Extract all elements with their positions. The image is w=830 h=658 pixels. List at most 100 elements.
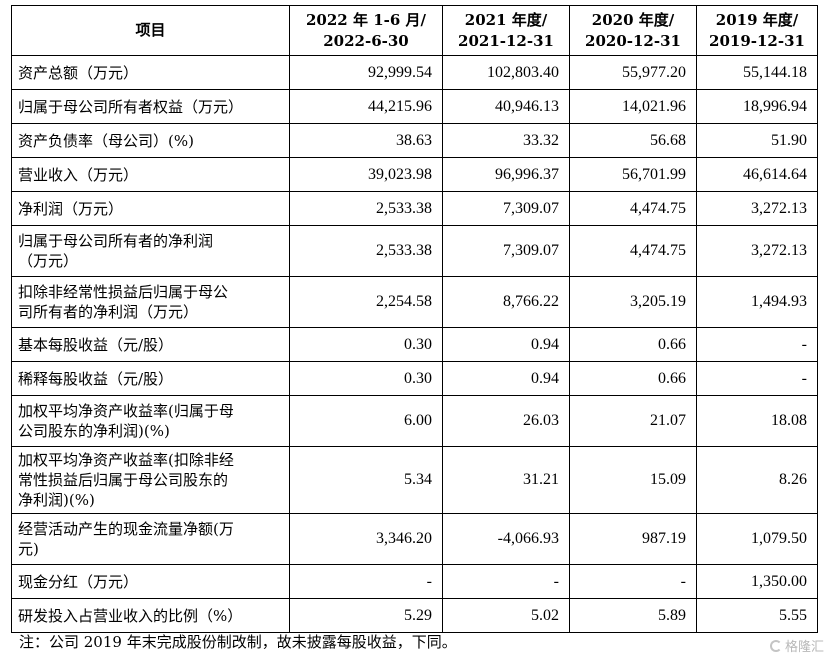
row-label-line: 经营活动产生的现金流量净额(万 bbox=[18, 520, 234, 538]
header-period-date: 2022-6-30 bbox=[323, 31, 409, 50]
row-label-line: 加权平均净资产收益率(扣除非经 bbox=[18, 451, 234, 469]
header-period-label: 2020 年度/ bbox=[591, 10, 675, 29]
row-label-line: 资产负债率（母公司）(%) bbox=[18, 131, 194, 150]
table-row: 研发投入占营业收入的比例（%） 5.29 5.02 5.89 5.55 bbox=[11, 598, 818, 633]
cell-value: 987.19 bbox=[569, 513, 697, 565]
cell-value: - bbox=[696, 361, 818, 396]
cell-value: 31.21 bbox=[442, 446, 570, 514]
cell-value: -4,066.93 bbox=[442, 513, 570, 565]
cell-value: 1,079.50 bbox=[696, 513, 818, 565]
cell-value: 3,272.13 bbox=[696, 191, 818, 226]
cell-value: 1,494.93 bbox=[696, 276, 818, 328]
row-label-line: 现金分红（万元） bbox=[18, 572, 139, 591]
cell-value: 0.94 bbox=[442, 327, 570, 362]
financial-summary-table: 项目 2022 年 1-6 月/ 2022-6-30 2021 年度/ 2021… bbox=[11, 5, 818, 633]
cell-value: 2,533.38 bbox=[289, 191, 443, 226]
cell-value: 8,766.22 bbox=[442, 276, 570, 328]
row-label-line: 元) bbox=[18, 540, 39, 558]
table-row: 稀释每股收益（元/股） 0.30 0.94 0.66- bbox=[11, 361, 818, 396]
table-row: 现金分红（万元） - - -1,350.00 bbox=[11, 564, 818, 599]
cell-value: 38.63 bbox=[289, 123, 443, 158]
row-label: 基本每股收益（元/股） bbox=[11, 327, 290, 362]
cell-value: - bbox=[289, 564, 443, 599]
cell-value: 5.29 bbox=[289, 598, 443, 633]
cell-value: 0.30 bbox=[289, 327, 443, 362]
row-label: 归属于母公司所有者权益（万元） bbox=[11, 89, 290, 124]
row-label: 现金分红（万元） bbox=[11, 564, 290, 599]
watermark: 格隆汇 bbox=[769, 636, 824, 655]
table-row: 归属于母公司所有者的净利润 （万元） 2,533.38 7,309.07 4,474.7… bbox=[11, 225, 818, 277]
table-body: 资产总额（万元） 92,999.54 102,803.40 55,977.20 55,1… bbox=[11, 55, 818, 633]
cell-value: 39,023.98 bbox=[289, 157, 443, 192]
header-period-2019: 2019 年度/ 2019-12-31 bbox=[696, 5, 818, 56]
footnote: 注：公司 2019 年末完成股份制改制，故未披露每股收益，下同。 bbox=[19, 633, 457, 651]
cell-value: 5.89 bbox=[569, 598, 697, 633]
row-label-line: 归属于母公司所有者权益（万元） bbox=[18, 97, 244, 116]
table-row: 净利润（万元） 2,533.38 7,309.07 4,474.75 3,272.13 bbox=[11, 191, 818, 226]
table-row: 加权平均净资产收益率(归属于母 公司股东的净利润)(%) 6.00 26.03 21.0… bbox=[11, 395, 818, 447]
cell-value: 7,309.07 bbox=[442, 191, 570, 226]
cell-value: 21.07 bbox=[569, 395, 697, 447]
row-label-line: 稀释每股收益（元/股） bbox=[18, 369, 174, 388]
cell-value: 6.00 bbox=[289, 395, 443, 447]
row-label: 经营活动产生的现金流量净额(万 元) bbox=[11, 513, 290, 565]
cell-value: 56.68 bbox=[569, 123, 697, 158]
row-label-line: 扣除非经常性损益后归属于母公 bbox=[18, 283, 229, 301]
row-label-line: 基本每股收益（元/股） bbox=[18, 335, 174, 354]
cell-value: 0.30 bbox=[289, 361, 443, 396]
row-label-line: 归属于母公司所有者的净利润 bbox=[18, 232, 214, 250]
cell-value: 14,021.96 bbox=[569, 89, 697, 124]
table-row: 扣除非经常性损益后归属于母公 司所有者的净利润（万元） 2,254.58 8,766.… bbox=[11, 276, 818, 328]
table-row: 营业收入（万元） 39,023.98 96,996.37 56,701.99 46,61… bbox=[11, 157, 818, 192]
row-label: 营业收入（万元） bbox=[11, 157, 290, 192]
cell-value: 92,999.54 bbox=[289, 55, 443, 90]
row-label-line: 公司股东的净利润)(%) bbox=[18, 422, 170, 440]
cell-value: 5.55 bbox=[696, 598, 818, 633]
table-row: 归属于母公司所有者权益（万元） 44,215.96 40,946.13 14,021.… bbox=[11, 89, 818, 124]
cell-value: 40,946.13 bbox=[442, 89, 570, 124]
table-row: 基本每股收益（元/股） 0.30 0.94 0.66- bbox=[11, 327, 818, 362]
cell-value: 5.34 bbox=[289, 446, 443, 514]
cell-value: 26.03 bbox=[442, 395, 570, 447]
row-label-line: 常性损益后归属于母公司股东的 bbox=[18, 471, 229, 489]
row-label: 资产负债率（母公司）(%) bbox=[11, 123, 290, 158]
cell-value: 55,977.20 bbox=[569, 55, 697, 90]
cell-value: 46,614.64 bbox=[696, 157, 818, 192]
cell-value: 44,215.96 bbox=[289, 89, 443, 124]
table-row: 加权平均净资产收益率(扣除非经 常性损益后归属于母公司股东的 净利润)(%) 5.34… bbox=[11, 446, 818, 514]
header-period-date: 2021-12-31 bbox=[458, 31, 554, 50]
cell-value: 3,205.19 bbox=[569, 276, 697, 328]
row-label-line: 净利润（万元） bbox=[18, 199, 124, 218]
row-label: 扣除非经常性损益后归属于母公 司所有者的净利润（万元） bbox=[11, 276, 290, 328]
cell-value: - bbox=[569, 564, 697, 599]
cell-value: 1,350.00 bbox=[696, 564, 818, 599]
row-label-line: 研发投入占营业收入的比例（%） bbox=[18, 606, 243, 625]
cell-value: 18.08 bbox=[696, 395, 818, 447]
row-label: 净利润（万元） bbox=[11, 191, 290, 226]
cell-value: 56,701.99 bbox=[569, 157, 697, 192]
header-period-date: 2020-12-31 bbox=[585, 31, 681, 50]
cell-value: 3,272.13 bbox=[696, 225, 818, 277]
header-period-label: 2021 年度/ bbox=[464, 10, 548, 29]
cell-value: 5.02 bbox=[442, 598, 570, 633]
watermark-text: 格隆汇 bbox=[784, 640, 824, 655]
row-label-line: 净利润)(%) bbox=[18, 491, 95, 509]
row-label: 加权平均净资产收益率(归属于母 公司股东的净利润)(%) bbox=[11, 395, 290, 447]
cell-value: 8.26 bbox=[696, 446, 818, 514]
table-header-row: 项目 2022 年 1-6 月/ 2022-6-30 2021 年度/ 2021… bbox=[11, 5, 818, 56]
header-period-label: 2022 年 1-6 月/ bbox=[306, 10, 426, 29]
cell-value: 0.94 bbox=[442, 361, 570, 396]
cell-value: - bbox=[696, 327, 818, 362]
cell-value: 15.09 bbox=[569, 446, 697, 514]
cell-value: 102,803.40 bbox=[442, 55, 570, 90]
header-period-2020: 2020 年度/ 2020-12-31 bbox=[569, 5, 697, 56]
cell-value: 2,254.58 bbox=[289, 276, 443, 328]
row-label-line: 加权平均净资产收益率(归属于母 bbox=[18, 402, 234, 420]
row-label: 资产总额（万元） bbox=[11, 55, 290, 90]
cell-value: 3,346.20 bbox=[289, 513, 443, 565]
cell-value: 18,996.94 bbox=[696, 89, 818, 124]
table-row: 资产负债率（母公司）(%) 38.63 33.32 56.68 51.90 bbox=[11, 123, 818, 158]
header-period-label: 2019 年度/ bbox=[715, 10, 799, 29]
header-period-2022h1: 2022 年 1-6 月/ 2022-6-30 bbox=[289, 5, 443, 56]
row-label: 归属于母公司所有者的净利润 （万元） bbox=[11, 225, 290, 277]
